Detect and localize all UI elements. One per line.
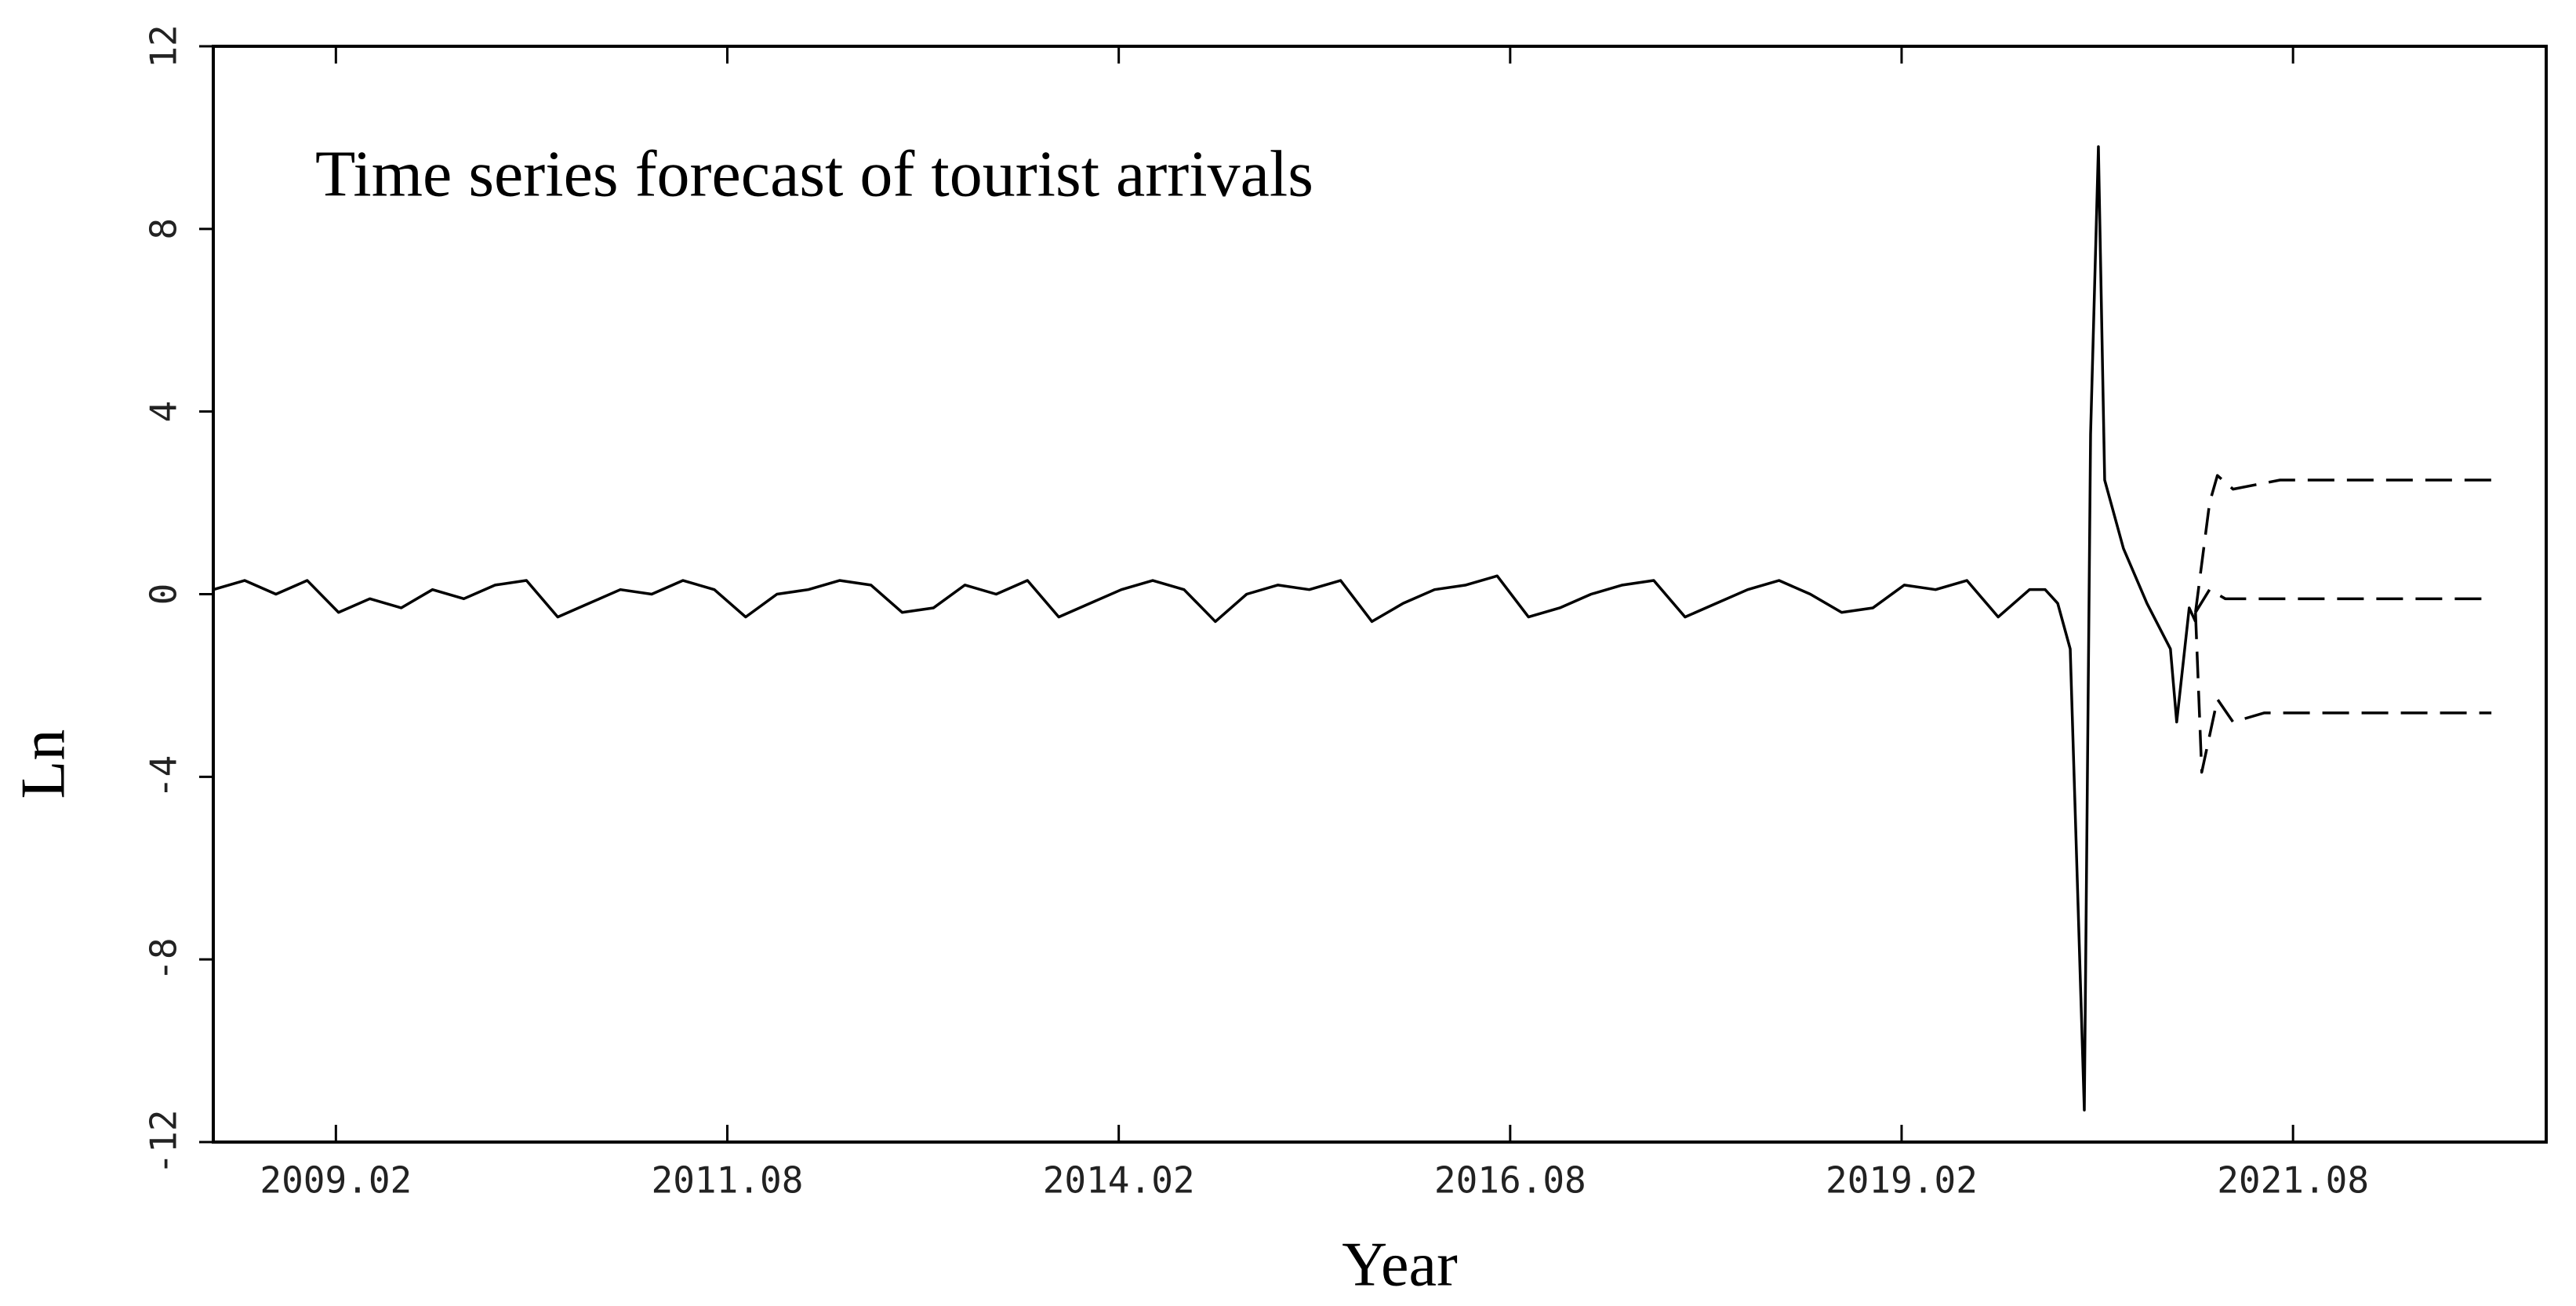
chart-title: Time series forecast of tourist arrivals [315, 137, 1313, 210]
series-line [2194, 588, 2492, 613]
series-line [2194, 612, 2492, 774]
y-tick-label: 8 [143, 218, 185, 240]
x-axis-label: Year [1342, 1230, 1457, 1299]
plot-frame [212, 45, 2548, 1144]
y-tick-label: -4 [143, 755, 185, 799]
y-axis-label: Ln [9, 729, 78, 799]
x-tick-label: 2014.02 [1043, 1159, 1195, 1202]
y-tick-label: -12 [143, 1109, 185, 1174]
x-tick-label: 2016.08 [1434, 1159, 1586, 1202]
series-line [213, 145, 2197, 1111]
x-tick-label: 2019.02 [1826, 1159, 1978, 1202]
y-tick-label: 4 [143, 401, 185, 423]
y-tick-label: 12 [143, 24, 185, 67]
x-tick-label: 2009.02 [260, 1159, 412, 1202]
x-tick-label: 2021.08 [2217, 1159, 2369, 1202]
y-tick-label: 0 [143, 584, 185, 606]
series-line [2194, 474, 2492, 613]
y-tick-label: -8 [143, 937, 185, 980]
x-tick-label: 2011.08 [652, 1159, 804, 1202]
